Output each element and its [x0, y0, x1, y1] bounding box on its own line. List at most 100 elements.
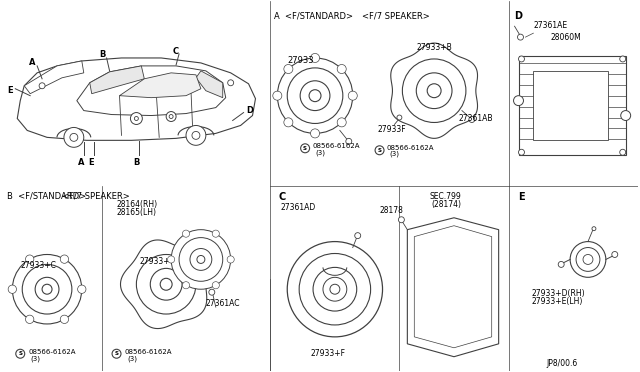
Circle shape — [42, 284, 52, 294]
Text: A  <F/STANDARD>: A <F/STANDARD> — [275, 11, 353, 20]
Text: B: B — [133, 158, 140, 167]
Text: (3): (3) — [30, 356, 40, 362]
Circle shape — [60, 315, 68, 324]
Circle shape — [570, 241, 606, 277]
Circle shape — [346, 138, 352, 144]
Circle shape — [301, 144, 310, 153]
Text: 08566-6162A: 08566-6162A — [28, 349, 76, 355]
Polygon shape — [24, 61, 84, 94]
Circle shape — [160, 278, 172, 290]
Circle shape — [612, 251, 618, 257]
Circle shape — [136, 254, 196, 314]
Circle shape — [300, 81, 330, 110]
Circle shape — [287, 241, 383, 337]
Circle shape — [197, 256, 205, 263]
Circle shape — [150, 268, 182, 300]
Circle shape — [277, 58, 353, 134]
Circle shape — [171, 230, 230, 289]
Circle shape — [26, 315, 34, 324]
Circle shape — [212, 282, 220, 289]
Circle shape — [166, 112, 176, 122]
Circle shape — [227, 256, 234, 263]
Text: 27933+C: 27933+C — [20, 262, 56, 270]
Polygon shape — [120, 240, 207, 328]
Text: S: S — [19, 351, 22, 356]
Text: JP8/00.6: JP8/00.6 — [547, 359, 578, 368]
Circle shape — [228, 80, 234, 86]
Circle shape — [64, 128, 84, 147]
Text: 27933+B: 27933+B — [416, 43, 452, 52]
Circle shape — [131, 113, 142, 125]
Text: S: S — [115, 351, 118, 356]
Polygon shape — [414, 226, 492, 348]
Circle shape — [518, 34, 524, 40]
Text: A: A — [77, 158, 84, 167]
Text: E: E — [8, 86, 13, 95]
Circle shape — [621, 110, 630, 121]
Circle shape — [518, 149, 524, 155]
Circle shape — [513, 96, 524, 106]
Polygon shape — [391, 43, 477, 138]
Text: (3): (3) — [390, 151, 399, 157]
Circle shape — [273, 91, 282, 100]
Circle shape — [576, 247, 600, 271]
Circle shape — [284, 64, 293, 74]
Circle shape — [8, 285, 17, 294]
Circle shape — [192, 131, 200, 140]
Circle shape — [212, 230, 220, 237]
Polygon shape — [77, 66, 226, 116]
Circle shape — [620, 56, 626, 62]
Text: S: S — [303, 146, 307, 151]
Polygon shape — [407, 218, 499, 357]
Circle shape — [310, 129, 319, 138]
Circle shape — [182, 230, 189, 237]
Circle shape — [309, 90, 321, 102]
Circle shape — [469, 116, 475, 122]
Circle shape — [112, 349, 121, 358]
Circle shape — [169, 115, 173, 119]
Circle shape — [190, 248, 212, 270]
Text: 27933+E(LH): 27933+E(LH) — [531, 297, 583, 306]
Polygon shape — [196, 71, 223, 98]
Text: (3): (3) — [127, 356, 138, 362]
Text: SEC.799: SEC.799 — [429, 192, 461, 201]
Circle shape — [179, 238, 223, 281]
Text: B: B — [99, 51, 106, 60]
Text: D: D — [515, 11, 522, 21]
Circle shape — [403, 59, 466, 122]
Text: 27933+D(RH): 27933+D(RH) — [531, 289, 585, 298]
Text: (3): (3) — [315, 150, 325, 157]
Circle shape — [323, 277, 347, 301]
Text: E: E — [518, 192, 525, 202]
Circle shape — [39, 83, 45, 89]
Text: 08566-6162A: 08566-6162A — [387, 145, 434, 151]
Text: 28178: 28178 — [380, 206, 403, 215]
Circle shape — [518, 56, 524, 62]
Circle shape — [77, 285, 86, 294]
Text: 27361AB: 27361AB — [459, 114, 493, 123]
Text: 08566-6162A: 08566-6162A — [312, 143, 360, 149]
Text: 27933+F: 27933+F — [310, 349, 345, 358]
Circle shape — [592, 227, 596, 231]
Circle shape — [310, 54, 319, 62]
Circle shape — [355, 232, 361, 238]
Circle shape — [16, 349, 25, 358]
Circle shape — [22, 264, 72, 314]
Text: (28174): (28174) — [431, 200, 461, 209]
Text: 08566-6162A: 08566-6162A — [124, 349, 172, 355]
Circle shape — [134, 116, 138, 121]
Circle shape — [558, 262, 564, 267]
Circle shape — [60, 255, 68, 263]
Bar — [518, 56, 626, 155]
Text: 27361AC: 27361AC — [206, 299, 241, 308]
Text: 27933F: 27933F — [378, 125, 406, 134]
Text: S: S — [378, 148, 381, 153]
Circle shape — [620, 149, 626, 155]
Text: 28060M: 28060M — [550, 33, 581, 42]
Polygon shape — [90, 66, 145, 94]
Circle shape — [299, 253, 371, 325]
Text: C: C — [173, 46, 179, 55]
Circle shape — [416, 73, 452, 109]
Circle shape — [70, 134, 78, 141]
Circle shape — [168, 256, 175, 263]
